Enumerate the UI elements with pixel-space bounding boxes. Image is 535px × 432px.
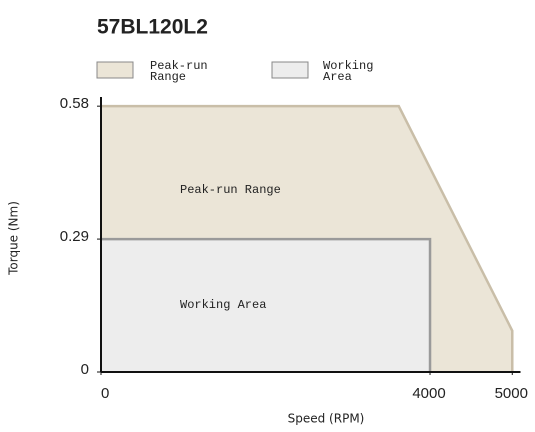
chart-title: 57BL120L2 bbox=[97, 16, 208, 39]
legend-label: Peak-run Range bbox=[150, 59, 208, 84]
y-tick-label: 0.29 bbox=[60, 228, 89, 245]
y-tick-label: 0 bbox=[81, 361, 89, 378]
x-tick-label: 4000 bbox=[412, 385, 445, 402]
x-axis-label: Speed (RPM) bbox=[288, 412, 365, 426]
area-label: Peak-run Range bbox=[180, 183, 281, 197]
area-edge bbox=[101, 104, 514, 372]
legend-swatch bbox=[271, 61, 309, 79]
area bbox=[101, 239, 431, 372]
area-edge bbox=[101, 237, 432, 372]
area-label: Working Area bbox=[180, 298, 266, 312]
y-tick-label: 0.58 bbox=[60, 95, 89, 112]
legend-swatch bbox=[96, 61, 134, 79]
x-tick-label: 0 bbox=[101, 385, 109, 402]
x-tick-label: 5000 bbox=[495, 385, 528, 402]
legend-label: Working Area bbox=[323, 59, 374, 84]
y-axis-label: Torque (Nm) bbox=[7, 201, 21, 276]
